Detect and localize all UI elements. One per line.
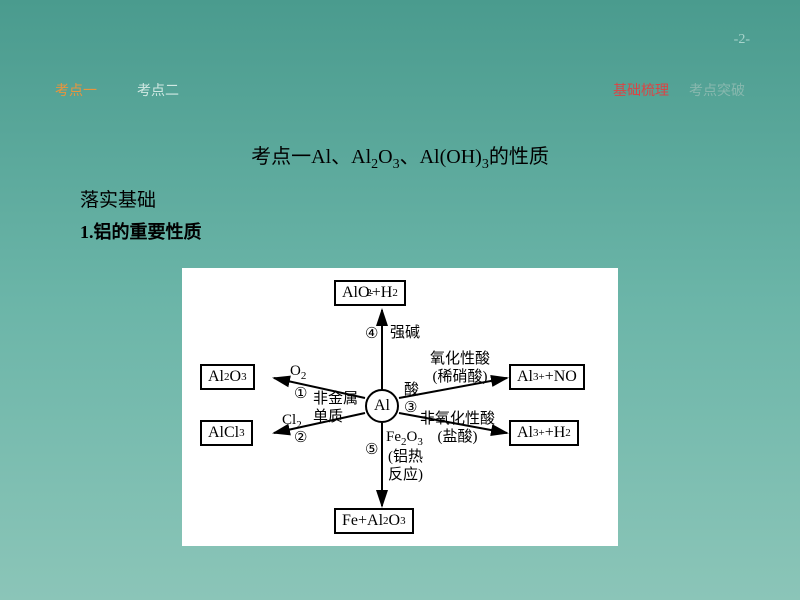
l1b: O xyxy=(230,368,242,386)
bb: O xyxy=(389,512,401,530)
lbl-fe2o3: Fe2O3 xyxy=(386,428,423,449)
lbl-o2: O2 xyxy=(290,362,306,383)
lbl-thermite: (铝热反应) xyxy=(388,448,423,484)
r2a: Al xyxy=(517,424,533,442)
tab-basics[interactable]: 基础梳理 xyxy=(613,80,669,100)
ba: Fe+Al xyxy=(342,512,383,530)
tab-point-1[interactable]: 考点一 xyxy=(55,80,97,100)
lbl-base: 强碱 xyxy=(390,324,420,342)
title-prefix: 考点一 xyxy=(251,146,311,168)
title-aloh: 、Al(OH) xyxy=(400,146,482,168)
subsection-heading: 1.铝的重要性质 xyxy=(80,218,202,244)
title-al: Al、Al xyxy=(311,146,371,168)
lbl-cl2: Cl2 xyxy=(282,411,302,432)
r1b: +NO xyxy=(545,368,577,386)
r1a: Al xyxy=(517,368,533,386)
num-3: ③ xyxy=(404,398,417,417)
section-heading: 落实基础 xyxy=(80,185,156,212)
lbl-nonox-acid: 非氧化性酸(盐酸) xyxy=(420,410,495,446)
l2a: AlCl xyxy=(208,424,239,442)
box-alcl3: AlCl3 xyxy=(200,420,253,446)
center-al: Al xyxy=(365,389,399,423)
page-number: -2- xyxy=(734,32,750,48)
tab-breakthrough[interactable]: 考点突破 xyxy=(689,80,745,100)
left-tabs: 考点一 考点二 xyxy=(55,80,179,100)
r2b: +H xyxy=(545,424,566,442)
box-al2o3: Al2O3 xyxy=(200,364,255,390)
title-suffix: 的性质 xyxy=(489,146,549,168)
box-alo2-h2: AlO-2 +H2 xyxy=(334,280,406,306)
title-o: O xyxy=(378,146,392,168)
l1a: Al xyxy=(208,368,224,386)
lbl-acid: 酸 xyxy=(404,381,419,399)
top-box-txt2: +H xyxy=(372,284,393,302)
tab-point-2[interactable]: 考点二 xyxy=(137,80,179,100)
page-title: 考点一Al、Al2O3、Al(OH)3的性质 xyxy=(0,140,800,173)
num-5: ⑤ xyxy=(365,440,378,459)
num-1: ① xyxy=(294,384,307,403)
box-fe-al2o3: Fe+Al2O3 xyxy=(334,508,414,534)
num-4: ④ xyxy=(365,324,378,343)
reaction-diagram: Al AlO-2 +H2 Al2O3 AlCl3 Al3++NO Al3++H2… xyxy=(182,268,618,546)
right-tabs: 基础梳理 考点突破 xyxy=(613,80,745,100)
subsection-text: .铝的重要性质 xyxy=(89,222,202,242)
lbl-ox-acid: 氧化性酸(稀硝酸) xyxy=(430,350,490,386)
lbl-nonmetal: 非金属单质 xyxy=(313,390,358,426)
box-al3-no: Al3++NO xyxy=(509,364,585,390)
diagram-arrows xyxy=(182,268,618,546)
subsection-num: 1 xyxy=(80,222,89,242)
box-al3-h2: Al3++H2 xyxy=(509,420,579,446)
